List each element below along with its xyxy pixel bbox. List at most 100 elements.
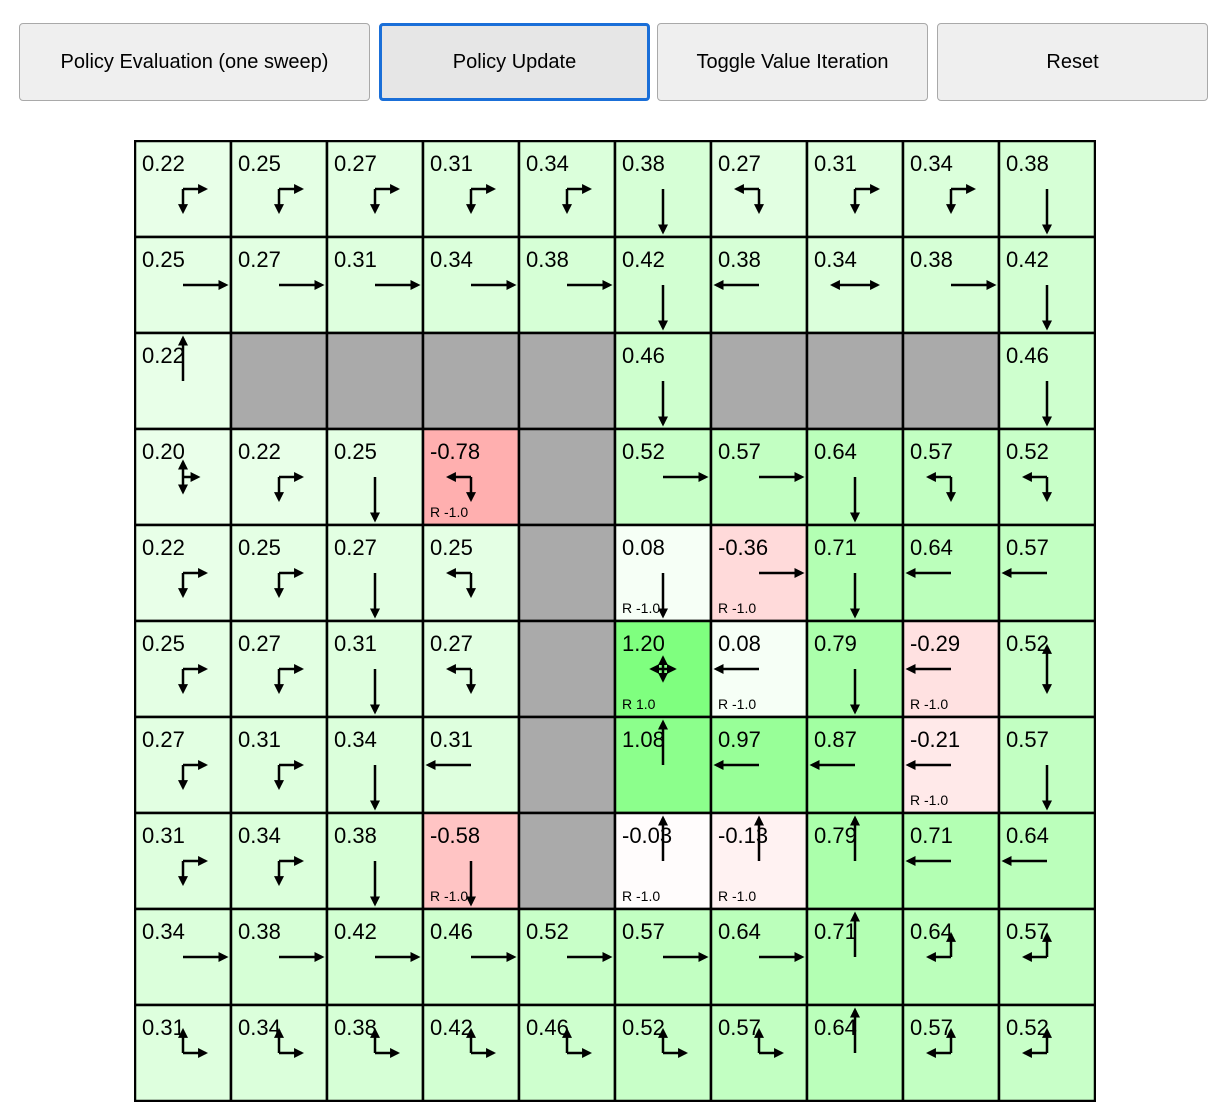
grid-cell[interactable]: 0.64 — [805, 1003, 905, 1102]
grid-cell[interactable]: 0.57 — [709, 1003, 809, 1102]
wall-cell[interactable] — [517, 331, 617, 431]
grid-cell[interactable]: 0.31 — [805, 140, 905, 239]
grid-cell[interactable]: 0.22 — [134, 140, 233, 239]
grid-cell[interactable]: 0.97 — [709, 715, 809, 815]
grid-cell[interactable]: 0.52 — [997, 1003, 1096, 1102]
grid-cell[interactable]: 0.27 — [229, 235, 329, 335]
grid-cell[interactable]: 1.20 R 1.0 — [613, 619, 713, 719]
grid-cell[interactable]: 0.38 — [709, 235, 809, 335]
grid-cell[interactable]: 0.34 — [229, 811, 329, 911]
grid-cell[interactable]: 0.52 — [613, 1003, 713, 1102]
grid-cell[interactable]: 0.79 — [805, 811, 905, 911]
grid-cell[interactable]: 0.31 — [325, 235, 425, 335]
grid-cell[interactable]: 0.46 — [613, 331, 713, 431]
grid-cell[interactable]: 0.31 — [421, 715, 521, 815]
grid-cell[interactable]: 0.38 — [325, 811, 425, 911]
grid-cell[interactable]: 0.42 — [421, 1003, 521, 1102]
grid-cell[interactable]: 0.64 — [997, 811, 1096, 911]
wall-cell[interactable] — [517, 811, 617, 911]
wall-cell[interactable] — [229, 331, 329, 431]
wall-cell[interactable] — [517, 715, 617, 815]
grid-cell[interactable]: -0.13 R -1.0 — [709, 811, 809, 911]
grid-cell[interactable]: 0.57 — [613, 907, 713, 1007]
wall-cell[interactable] — [805, 331, 905, 431]
grid-cell[interactable]: 0.38 — [901, 235, 1001, 335]
grid-cell[interactable]: -0.29 R -1.0 — [901, 619, 1001, 719]
grid-cell[interactable]: 0.57 — [997, 907, 1096, 1007]
grid-cell[interactable]: 0.25 — [134, 619, 233, 719]
grid-cell[interactable]: 0.25 — [229, 140, 329, 239]
grid-cell[interactable]: 0.57 — [901, 1003, 1001, 1102]
grid-cell[interactable]: 0.42 — [613, 235, 713, 335]
grid-cell[interactable]: 0.34 — [229, 1003, 329, 1102]
grid-cell[interactable]: 0.31 — [325, 619, 425, 719]
grid-cell[interactable]: -0.36 R -1.0 — [709, 523, 809, 623]
grid-cell[interactable]: 0.31 — [134, 811, 233, 911]
grid-cell[interactable]: 0.34 — [421, 235, 521, 335]
policy-evaluation-button[interactable]: Policy Evaluation (one sweep) — [19, 23, 370, 101]
grid-cell[interactable]: 0.57 — [997, 523, 1096, 623]
grid-cell[interactable]: -0.78 R -1.0 — [421, 427, 521, 527]
grid-cell[interactable]: 0.27 — [421, 619, 521, 719]
grid-cell[interactable]: 0.20 — [134, 427, 233, 527]
grid-cell[interactable]: 0.34 — [325, 715, 425, 815]
grid-cell[interactable]: 0.22 — [134, 331, 233, 431]
grid-cell[interactable]: 0.52 — [997, 619, 1096, 719]
grid-cell[interactable]: 0.42 — [325, 907, 425, 1007]
grid-cell[interactable]: 0.27 — [709, 140, 809, 239]
grid-cell[interactable]: 0.71 — [901, 811, 1001, 911]
wall-cell[interactable] — [517, 427, 617, 527]
grid-cell[interactable]: 0.64 — [901, 907, 1001, 1007]
grid-cell[interactable]: -0.03 R -1.0 — [613, 811, 713, 911]
grid-cell[interactable]: 0.64 — [709, 907, 809, 1007]
wall-cell[interactable] — [421, 331, 521, 431]
grid-cell[interactable]: 0.27 — [134, 715, 233, 815]
grid-cell[interactable]: 0.57 — [709, 427, 809, 527]
grid-cell[interactable]: 0.31 — [134, 1003, 233, 1102]
grid-cell[interactable]: 0.57 — [901, 427, 1001, 527]
grid-cell[interactable]: 0.22 — [134, 523, 233, 623]
toggle-value-iteration-button[interactable]: Toggle Value Iteration — [657, 23, 928, 101]
grid-cell[interactable]: 0.31 — [421, 140, 521, 239]
grid-cell[interactable]: 0.34 — [805, 235, 905, 335]
grid-cell[interactable]: 0.08 R -1.0 — [709, 619, 809, 719]
grid-cell[interactable]: 0.08 R -1.0 — [613, 523, 713, 623]
grid-cell[interactable]: 0.64 — [805, 427, 905, 527]
grid-cell[interactable]: 0.38 — [997, 140, 1096, 239]
grid-cell[interactable]: 0.38 — [613, 140, 713, 239]
grid-cell[interactable]: 0.27 — [229, 619, 329, 719]
grid-cell[interactable]: 0.64 — [901, 523, 1001, 623]
grid-cell[interactable]: 0.25 — [229, 523, 329, 623]
grid-cell[interactable]: 0.25 — [325, 427, 425, 527]
wall-cell[interactable] — [517, 523, 617, 623]
grid-cell[interactable]: -0.21 R -1.0 — [901, 715, 1001, 815]
grid-cell[interactable]: 0.34 — [134, 907, 233, 1007]
grid-cell[interactable]: 0.71 — [805, 523, 905, 623]
grid-cell[interactable]: 0.46 — [421, 907, 521, 1007]
grid-cell[interactable]: 0.57 — [997, 715, 1096, 815]
grid-cell[interactable]: 0.79 — [805, 619, 905, 719]
grid-cell[interactable]: 0.34 — [901, 140, 1001, 239]
policy-update-button[interactable]: Policy Update — [379, 23, 650, 101]
wall-cell[interactable] — [517, 619, 617, 719]
grid-cell[interactable]: 0.87 — [805, 715, 905, 815]
grid-cell[interactable]: 0.71 — [805, 907, 905, 1007]
grid-cell[interactable]: -0.58 R -1.0 — [421, 811, 521, 911]
grid-cell[interactable]: 0.38 — [517, 235, 617, 335]
grid-cell[interactable]: 0.22 — [229, 427, 329, 527]
grid-cell[interactable]: 0.52 — [613, 427, 713, 527]
grid-cell[interactable]: 0.46 — [997, 331, 1096, 431]
grid-cell[interactable]: 0.52 — [517, 907, 617, 1007]
grid-cell[interactable]: 0.38 — [229, 907, 329, 1007]
reset-button[interactable]: Reset — [937, 23, 1208, 101]
wall-cell[interactable] — [901, 331, 1001, 431]
wall-cell[interactable] — [325, 331, 425, 431]
grid-cell[interactable]: 0.31 — [229, 715, 329, 815]
wall-cell[interactable] — [709, 331, 809, 431]
grid-cell[interactable]: 0.34 — [517, 140, 617, 239]
grid-cell[interactable]: 0.25 — [421, 523, 521, 623]
grid-cell[interactable]: 0.46 — [517, 1003, 617, 1102]
grid-cell[interactable]: 0.52 — [997, 427, 1096, 527]
grid-cell[interactable]: 0.42 — [997, 235, 1096, 335]
grid-cell[interactable]: 0.27 — [325, 140, 425, 239]
